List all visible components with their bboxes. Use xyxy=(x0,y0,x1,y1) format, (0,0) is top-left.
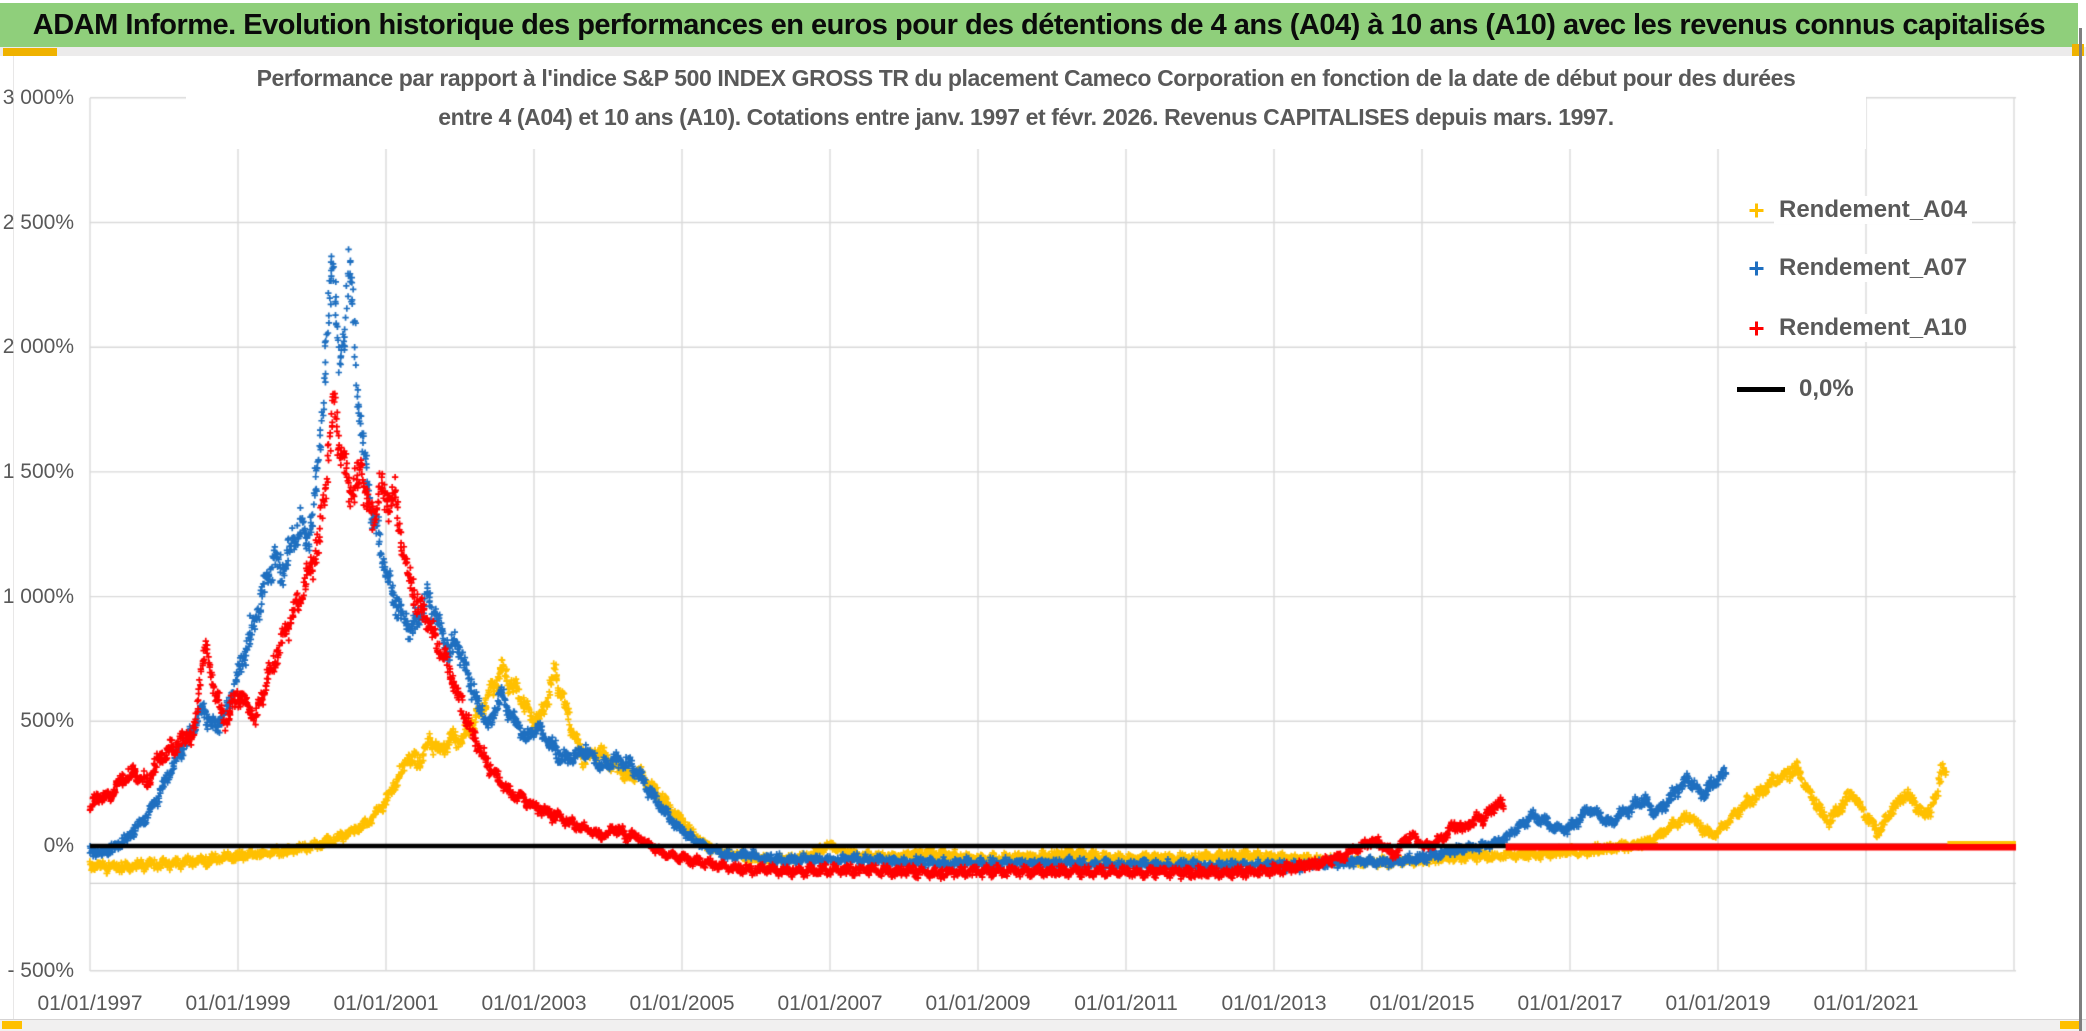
y-axis-label: 3 000% xyxy=(2,85,74,109)
plus-marker-icon xyxy=(1749,321,1764,335)
top-scrollbar-thumb[interactable] xyxy=(3,48,57,56)
x-axis-label: 01/01/2011 xyxy=(1074,992,1178,1015)
x-axis-label: 01/01/2017 xyxy=(1517,992,1623,1015)
y-axis-label: 500% xyxy=(20,709,74,733)
y-axis-label: 2 000% xyxy=(2,335,74,359)
x-axis-label: 01/01/2003 xyxy=(481,992,587,1015)
x-axis-label: 01/01/2007 xyxy=(777,992,883,1015)
legend-label: Rendement_A04 xyxy=(1774,196,1973,224)
x-axis-label: 01/01/2009 xyxy=(925,992,1031,1015)
y-axis-label: 1 000% xyxy=(2,584,74,608)
plus-marker-icon xyxy=(1749,261,1764,275)
chart-title: Performance par rapport à l'indice S&P 5… xyxy=(186,57,1866,149)
x-axis-label: 01/01/1999 xyxy=(185,992,291,1015)
page-title: ADAM Informe. Evolution historique des p… xyxy=(32,8,2046,41)
performance-scatter-chart xyxy=(0,56,2086,1031)
x-axis-label: 01/01/2015 xyxy=(1369,992,1475,1015)
x-axis-label: 01/01/2001 xyxy=(333,992,439,1015)
x-axis-label: 01/01/1997 xyxy=(37,992,143,1015)
legend-label: Rendement_A07 xyxy=(1774,254,1973,282)
legend-item-rendement-a10[interactable]: Rendement_A10 xyxy=(1748,311,1973,345)
chart-title-line-1: Performance par rapport à l'indice S&P 5… xyxy=(256,65,1796,91)
bottom-right-corner-accent xyxy=(2060,1021,2079,1029)
chart-title-line-2: entre 4 (A04) et 10 ans (A10). Cotations… xyxy=(438,104,1614,130)
page-header: ADAM Informe. Evolution historique des p… xyxy=(0,3,2078,47)
horizontal-scrollbar-track[interactable] xyxy=(0,1019,2086,1031)
legend-item-rendement-a07[interactable]: Rendement_A07 xyxy=(1748,251,1973,285)
x-axis-label: 01/01/2021 xyxy=(1813,992,1919,1015)
window-right-border xyxy=(2079,28,2082,1031)
x-axis-label: 01/01/2019 xyxy=(1665,992,1771,1015)
legend-item-rendement-a04[interactable]: Rendement_A04 xyxy=(1748,193,1973,227)
top-right-corner-accent xyxy=(2072,44,2084,56)
horizontal-scrollbar-thumb[interactable] xyxy=(2,1021,22,1029)
y-axis-label: 2 500% xyxy=(2,210,74,234)
y-axis-label: - 500% xyxy=(7,958,74,982)
legend-label: 0,0% xyxy=(1794,375,1859,403)
y-axis-label: 1 500% xyxy=(2,459,74,483)
zero-line-sample-icon xyxy=(1737,386,1785,392)
x-axis-label: 01/01/2005 xyxy=(629,992,735,1015)
y-axis-label: 0% xyxy=(43,834,74,857)
plus-marker-icon xyxy=(1749,203,1764,217)
x-axis-label: 01/01/2013 xyxy=(1221,992,1327,1015)
legend-item-0-0-[interactable]: 0,0% xyxy=(1737,372,1859,406)
legend-label: Rendement_A10 xyxy=(1774,314,1973,342)
